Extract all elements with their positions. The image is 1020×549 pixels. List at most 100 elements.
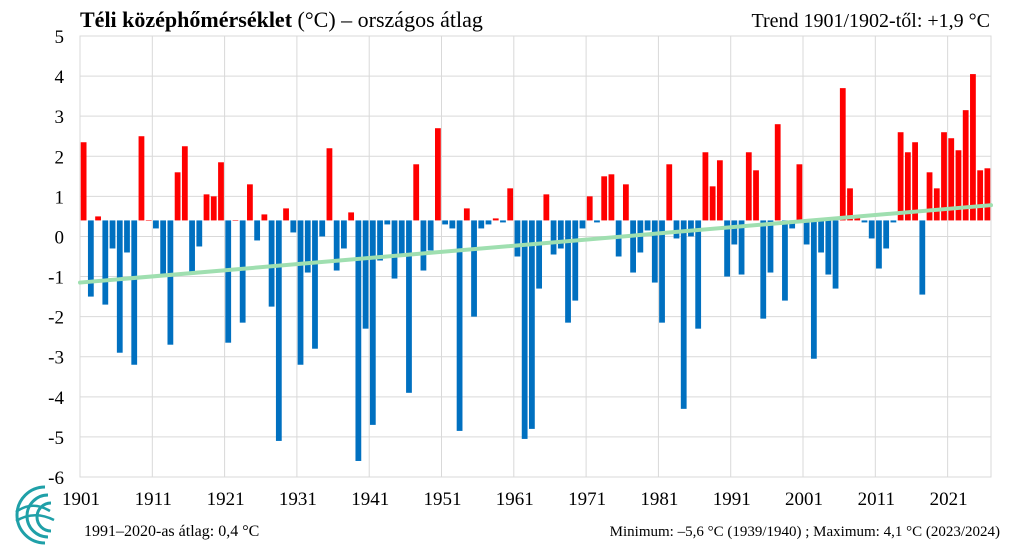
bar-below-normal [225, 220, 232, 343]
bar-series [80, 74, 991, 461]
bar-below-normal [579, 220, 586, 229]
bar-above-normal [601, 176, 608, 221]
bar-below-normal [254, 220, 261, 241]
x-tick-label: 2001 [785, 489, 823, 510]
x-tick-label: 1961 [496, 489, 534, 510]
bar-below-normal [406, 220, 412, 393]
bar-below-normal [832, 220, 839, 289]
bar-below-normal [304, 220, 311, 273]
bar-below-normal [312, 220, 318, 349]
bar-below-normal [731, 220, 738, 245]
x-tick-label: 1941 [351, 489, 389, 510]
x-tick-label: 1951 [424, 489, 462, 510]
bar-below-normal [456, 220, 463, 431]
bar-above-normal [897, 132, 904, 221]
y-tick-label: -6 [48, 468, 64, 489]
bar-below-normal [659, 220, 665, 323]
bar-below-normal [782, 220, 788, 301]
bar-below-normal [362, 220, 369, 329]
bar-above-normal [435, 128, 441, 221]
y-tick-label: 3 [55, 107, 65, 128]
bar-below-normal [449, 220, 456, 229]
y-tick-label: -4 [48, 388, 64, 409]
bar-below-normal [724, 220, 730, 277]
bar-below-normal [810, 220, 817, 359]
bar-below-normal [651, 220, 658, 283]
bar-below-normal [673, 220, 680, 239]
bar-above-normal [941, 132, 947, 221]
bar-below-normal [297, 220, 304, 365]
bar-below-normal [160, 220, 167, 277]
bar-above-normal [210, 196, 217, 221]
bar-below-normal [369, 220, 376, 425]
bar-below-normal [471, 220, 477, 317]
bar-above-normal [218, 162, 224, 221]
bar-below-normal [167, 220, 174, 345]
bar-below-normal [630, 220, 636, 273]
bar-below-normal [290, 220, 297, 233]
bar-below-normal [550, 220, 557, 255]
bar-above-normal [955, 150, 962, 221]
bar-above-normal [543, 194, 550, 221]
x-tick-label: 1991 [713, 489, 751, 510]
bar-below-normal [688, 220, 694, 237]
bar-above-normal [970, 74, 976, 221]
bar-above-normal [145, 220, 152, 221]
bar-above-normal [716, 160, 723, 221]
bar-below-normal [557, 220, 564, 249]
bar-above-normal [709, 186, 716, 221]
bar-below-normal [738, 220, 745, 275]
bar-below-normal [521, 220, 528, 439]
bar-above-normal [753, 170, 759, 221]
bar-below-normal [767, 220, 774, 273]
x-tick-label: 1981 [640, 489, 678, 510]
bar-above-normal [839, 88, 846, 221]
bar-below-normal [196, 220, 203, 247]
bar-above-normal [586, 196, 593, 221]
plot-frame [79, 35, 992, 478]
normal-average-label: 1991–2020-as átlag: 0,4 °C [84, 523, 259, 540]
bar-above-normal [95, 216, 101, 221]
trend-line [78, 203, 993, 285]
bar-above-normal [608, 174, 615, 221]
bar-below-normal [861, 220, 868, 223]
bar-above-normal [962, 110, 969, 221]
bar-above-normal [492, 218, 499, 221]
bar-above-normal [745, 152, 752, 221]
bar-above-normal [774, 124, 781, 221]
bar-below-normal [500, 220, 506, 223]
bar-below-normal [818, 220, 824, 253]
bar-below-normal [528, 220, 535, 429]
x-tick-label: 2011 [858, 489, 895, 510]
bar-below-normal [695, 220, 702, 329]
bar-above-normal [926, 172, 933, 221]
bar-below-normal [153, 220, 159, 229]
chart-title: Téli középhőmérséklet (°C) – országos át… [80, 7, 483, 32]
bar-above-normal [977, 170, 984, 221]
bar-below-normal [275, 220, 282, 441]
bar-below-normal [427, 220, 434, 251]
bar-below-normal [868, 220, 875, 239]
bar-below-normal [189, 220, 195, 275]
bar-above-normal [984, 168, 991, 221]
bar-above-normal [138, 136, 145, 221]
bar-below-normal [680, 220, 687, 409]
x-tick-label: 1901 [62, 489, 100, 510]
met-service-wave-logo [15, 485, 55, 545]
bar-below-normal [124, 220, 130, 253]
bar-below-normal [109, 220, 116, 249]
bar-above-normal [326, 148, 333, 221]
bar-below-normal [319, 220, 326, 237]
bar-below-normal [883, 220, 890, 249]
bar-above-normal [666, 164, 673, 221]
bar-above-normal [622, 184, 629, 221]
bar-below-normal [760, 220, 767, 319]
y-tick-label: 0 [55, 227, 65, 248]
bar-below-normal [391, 220, 398, 279]
y-tick-label: 2 [55, 147, 65, 168]
bar-above-normal [904, 152, 911, 221]
x-tick-label: 1911 [135, 489, 172, 510]
y-axis: 5 4 3 2 1 0 -1 -2 -3 -4 -5 -6 [48, 27, 64, 489]
bar-above-normal [507, 188, 514, 221]
